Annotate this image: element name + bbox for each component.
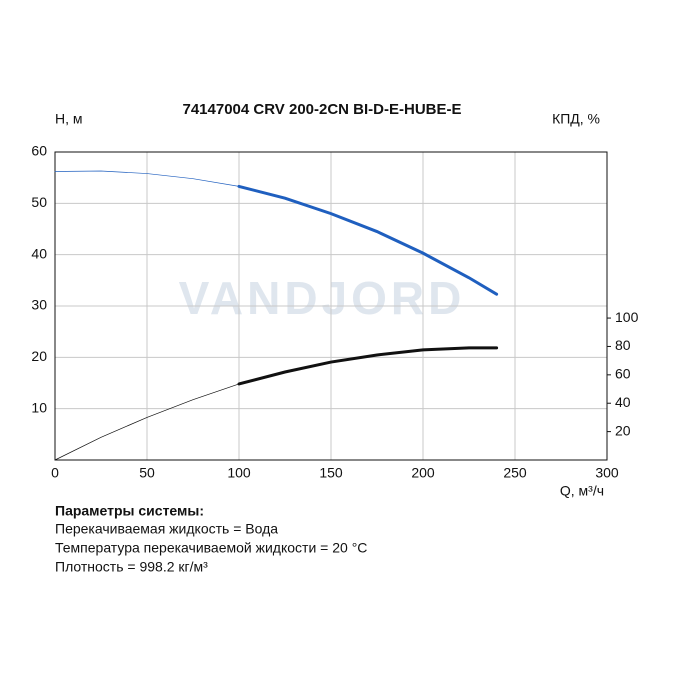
x-tick-label: 100 bbox=[227, 465, 251, 481]
notes-title: Параметры системы: bbox=[55, 503, 204, 519]
y2-tick-label: 20 bbox=[615, 422, 631, 438]
x-tick-label: 50 bbox=[139, 465, 155, 481]
y-tick-label: 40 bbox=[31, 245, 47, 261]
y2-tick-label: 60 bbox=[615, 366, 631, 382]
y-tick-label: 30 bbox=[31, 297, 47, 313]
plot-frame bbox=[54, 151, 608, 461]
x-tick-label: 250 bbox=[503, 465, 527, 481]
chart-title: 74147004 CRV 200-2CN BI-D-E-HUBE-E bbox=[183, 101, 462, 118]
y-tick-label: 50 bbox=[31, 194, 47, 210]
note-line: Перекачиваемая жидкость = Вода bbox=[55, 521, 278, 537]
x-tick-label: 150 bbox=[319, 465, 343, 481]
x-tick-label: 200 bbox=[411, 465, 435, 481]
x-tick-label: 300 bbox=[595, 465, 619, 481]
watermark: VANDJORD bbox=[179, 272, 466, 324]
y-axis-label: H, м bbox=[55, 111, 83, 127]
y-tick-label: 10 bbox=[31, 399, 47, 415]
x-tick-label: 0 bbox=[51, 465, 59, 481]
x-axis-label: Q, м³/ч bbox=[560, 483, 604, 499]
note-line: Плотность = 998.2 кг/м³ bbox=[55, 559, 208, 575]
note-line: Температура перекачиваемой жидкости = 20… bbox=[55, 540, 367, 556]
y2-tick-label: 100 bbox=[615, 309, 639, 325]
curve bbox=[54, 383, 240, 461]
y-tick-label: 20 bbox=[31, 348, 47, 364]
curve bbox=[237, 346, 499, 386]
curve bbox=[237, 184, 499, 296]
y2-tick-label: 40 bbox=[615, 394, 631, 410]
y2-tick-label: 80 bbox=[615, 337, 631, 353]
curve bbox=[54, 170, 240, 187]
y2-axis-label: КПД, % bbox=[552, 111, 600, 127]
y-tick-label: 60 bbox=[31, 143, 47, 159]
